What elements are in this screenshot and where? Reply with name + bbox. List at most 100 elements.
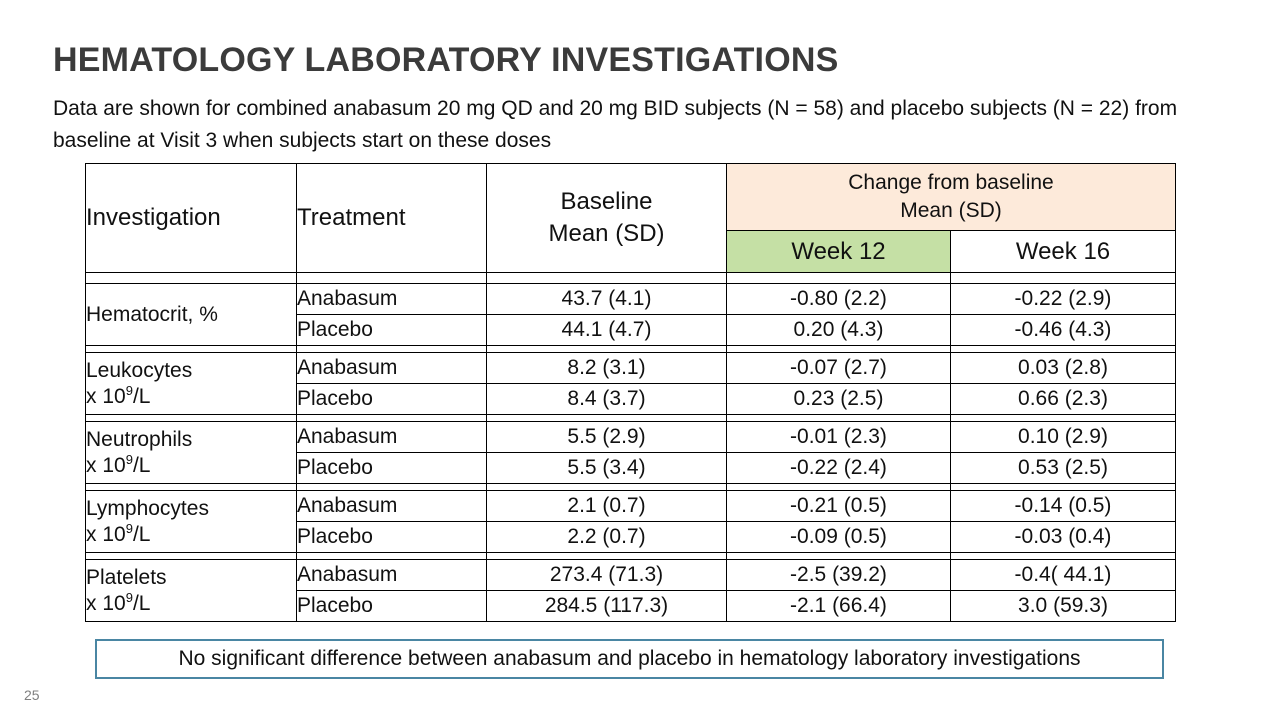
baseline-cell: 273.4 (71.3) xyxy=(486,559,727,591)
week12-cell: -0.01 (2.3) xyxy=(726,421,951,453)
treatment-cell: Anabasum xyxy=(296,490,487,522)
week12-cell: -2.5 (39.2) xyxy=(726,559,951,591)
investigation-name: Hematocrit, % xyxy=(86,302,218,326)
treatment-cell: Placebo xyxy=(296,452,487,484)
investigation-unit: x 109/L xyxy=(86,520,151,546)
separator-cell xyxy=(726,483,951,491)
separator-cell xyxy=(85,483,297,491)
week12-cell: -2.1 (66.4) xyxy=(726,590,951,622)
table-row: Placebo 284.5 (117.3) -2.1 (66.4) 3.0 (59.3… xyxy=(86,590,1176,622)
separator-cell xyxy=(486,483,727,491)
week16-cell: 0.10 (2.9) xyxy=(950,421,1176,453)
unit-prefix: x 10 xyxy=(86,591,126,615)
unit-prefix: x 10 xyxy=(86,522,126,546)
table-row: Placebo 8.4 (3.7) 0.23 (2.5) 0.66 (2.3) xyxy=(86,383,1176,415)
treatment-cell: Placebo xyxy=(296,521,487,553)
separator-cell xyxy=(296,552,487,560)
baseline-cell: 8.2 (3.1) xyxy=(486,352,727,384)
baseline-cell: 5.5 (2.9) xyxy=(486,421,727,453)
header-change-line1: Change from baseline xyxy=(848,171,1054,194)
baseline-cell: 2.1 (0.7) xyxy=(486,490,727,522)
footnote-text: No significant difference between anabas… xyxy=(178,647,1081,670)
week16-cell: -0.4( 44.1) xyxy=(950,559,1176,591)
baseline-cell: 8.4 (3.7) xyxy=(486,383,727,415)
investigation-name: Leukocytes xyxy=(86,358,193,382)
group-separator xyxy=(85,414,1176,422)
week12-cell: -0.21 (0.5) xyxy=(726,490,951,522)
week12-cell: 0.20 (4.3) xyxy=(726,314,951,346)
baseline-cell: 284.5 (117.3) xyxy=(486,590,727,622)
week16-cell: 0.03 (2.8) xyxy=(950,352,1176,384)
week12-cell: -0.07 (2.7) xyxy=(726,352,951,384)
separator-cell xyxy=(296,414,487,422)
separator-cell xyxy=(950,345,1176,353)
group-separator xyxy=(85,345,1176,353)
investigation-unit: x 109/L xyxy=(86,589,151,615)
separator-cell xyxy=(726,414,951,422)
week12-cell: -0.09 (0.5) xyxy=(726,521,951,553)
week16-cell: 3.0 (59.3) xyxy=(950,590,1176,622)
investigation-name: Lymphocytes xyxy=(86,496,209,520)
separator-cell xyxy=(296,272,487,284)
header-baseline-line2: Mean (SD) xyxy=(548,220,665,247)
baseline-cell: 43.7 (4.1) xyxy=(486,283,727,315)
hematology-table: Investigation Treatment Baseline Mean (S… xyxy=(85,163,1176,622)
separator-cell xyxy=(296,483,487,491)
separator-cell xyxy=(726,272,951,284)
investigation-cell: Neutrophils x 109/L xyxy=(85,421,297,484)
separator-cell xyxy=(85,552,297,560)
week16-cell: 0.66 (2.3) xyxy=(950,383,1176,415)
investigation-unit: x 109/L xyxy=(86,384,150,408)
page-number: 25 xyxy=(24,687,40,703)
header-treatment: Treatment xyxy=(296,163,487,273)
investigation-name: Neutrophils xyxy=(86,427,193,451)
slide-title: HEMATOLOGY LABORATORY INVESTIGATIONS xyxy=(53,41,839,79)
week12-cell: 0.23 (2.5) xyxy=(726,383,951,415)
header-baseline-line1: Baseline xyxy=(560,188,653,215)
table-row: Neutrophils x 109/L Anabasum 5.5 (2.9) -0.01… xyxy=(85,421,1176,484)
separator-cell xyxy=(950,552,1176,560)
separator-cell xyxy=(486,345,727,353)
unit-exponent: 9 xyxy=(125,589,133,605)
baseline-cell: 44.1 (4.7) xyxy=(486,314,727,346)
unit-suffix: /L xyxy=(132,453,151,477)
investigation-cell: Hematocrit, % xyxy=(85,283,297,346)
slide-subtitle: Data are shown for combined anabasum 20 … xyxy=(53,97,1178,152)
investigation-cell: Leukocytes x 109/L xyxy=(85,352,297,415)
separator-cell xyxy=(486,552,727,560)
separator-cell xyxy=(85,272,297,284)
table-row: Placebo 2.2 (0.7) -0.09 (0.5) -0.03 (0.4) xyxy=(86,521,1176,553)
separator-cell xyxy=(950,414,1176,422)
table-row: Placebo 44.1 (4.7) 0.20 (4.3) -0.46 (4.3) xyxy=(86,314,1176,346)
footnote-box: No significant difference between anabas… xyxy=(95,639,1164,679)
separator-cell xyxy=(726,345,951,353)
table-row: Platelets x 109/L Anabasum 273.4 (71.3) -2.5… xyxy=(85,559,1176,622)
week16-cell: 0.53 (2.5) xyxy=(950,452,1176,484)
table-row: Lymphocytes x 109/L Anabasum 2.1 (0.7) -0.21… xyxy=(85,490,1176,553)
week16-cell: -0.46 (4.3) xyxy=(950,314,1176,346)
table-row: Leukocytes x 109/L Anabasum 8.2 (3.1) -0.07 … xyxy=(85,352,1176,415)
treatment-cell: Anabasum xyxy=(296,352,487,384)
separator-cell xyxy=(950,272,1176,284)
treatment-cell: Placebo xyxy=(296,383,487,415)
unit-exponent: 9 xyxy=(125,520,133,536)
separator-cell xyxy=(486,414,727,422)
unit-exponent: 9 xyxy=(125,451,133,467)
unit-prefix: x 10 xyxy=(86,384,126,408)
header-week12: Week 12 xyxy=(726,230,951,273)
separator-cell xyxy=(85,414,297,422)
header-change-line2: Mean (SD) xyxy=(900,199,1002,222)
week16-cell: -0.03 (0.4) xyxy=(950,521,1176,553)
unit-suffix: /L xyxy=(132,591,151,615)
group-separator xyxy=(85,272,1176,284)
separator-cell xyxy=(486,272,727,284)
baseline-cell: 2.2 (0.7) xyxy=(486,521,727,553)
treatment-cell: Placebo xyxy=(296,314,487,346)
week16-cell: -0.22 (2.9) xyxy=(950,283,1176,315)
separator-cell xyxy=(296,345,487,353)
treatment-cell: Anabasum xyxy=(296,421,487,453)
header-investigation: Investigation xyxy=(85,163,297,273)
separator-cell xyxy=(85,345,297,353)
unit-suffix: /L xyxy=(132,522,151,546)
baseline-cell: 5.5 (3.4) xyxy=(486,452,727,484)
